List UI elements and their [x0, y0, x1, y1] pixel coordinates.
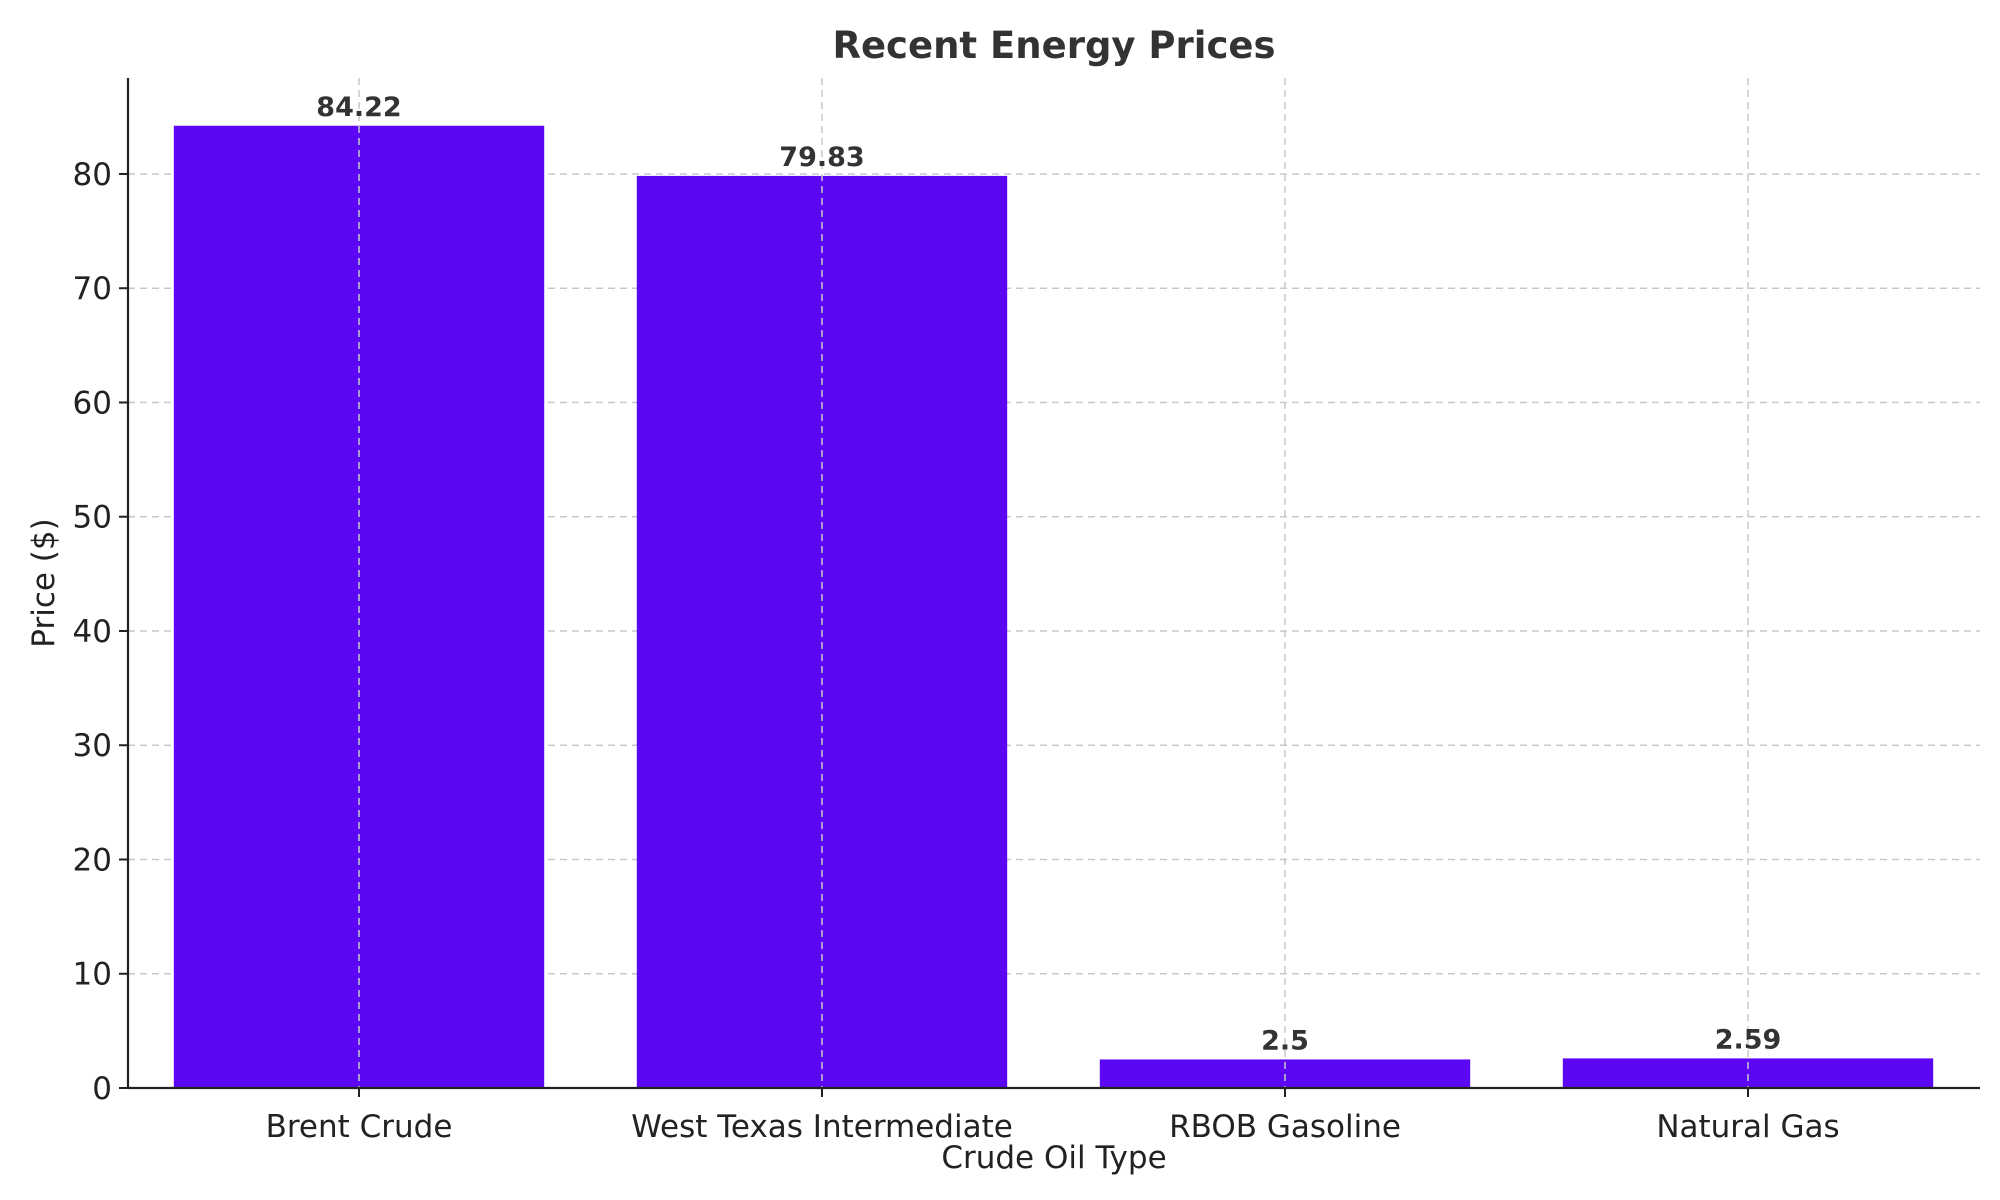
x-tick-label: Brent Crude — [266, 1109, 453, 1145]
data-label: 2.5 — [1261, 1025, 1309, 1056]
data-label: 2.59 — [1715, 1024, 1782, 1055]
x-tick-label: West Texas Intermediate — [631, 1109, 1013, 1145]
x-tick-label: Natural Gas — [1656, 1109, 1839, 1145]
y-tick-label: 0 — [92, 1071, 112, 1107]
y-tick-label: 60 — [73, 385, 112, 421]
y-tick-label: 10 — [73, 957, 112, 993]
x-tick-label: RBOB Gasoline — [1169, 1109, 1401, 1145]
y-tick-label: 40 — [73, 614, 112, 650]
y-tick-label: 80 — [73, 157, 112, 193]
y-tick-label: 30 — [73, 728, 112, 764]
bar-layer — [173, 125, 1934, 1088]
chart-title: Recent Energy Prices — [832, 24, 1275, 67]
axis-layer — [126, 78, 1980, 1090]
y-axis-title: Price ($) — [26, 518, 62, 647]
data-label: 84.22 — [316, 92, 401, 123]
vertical-grid-layer — [358, 78, 1749, 1088]
y-tick-label: 50 — [73, 500, 112, 536]
y-tick-label: 70 — [73, 271, 112, 307]
grid-layer — [128, 173, 1980, 975]
x-axis-title: Crude Oil Type — [941, 1140, 1166, 1176]
y-tick-label: 20 — [73, 842, 112, 878]
data-label-layer: 84.22 79.83 2.5 2.59 — [316, 92, 1781, 1057]
tick-layer: 0 10 20 30 40 50 60 70 80 Brent Crude West Texas I… — [73, 157, 1840, 1145]
data-label: 79.83 — [779, 142, 864, 173]
